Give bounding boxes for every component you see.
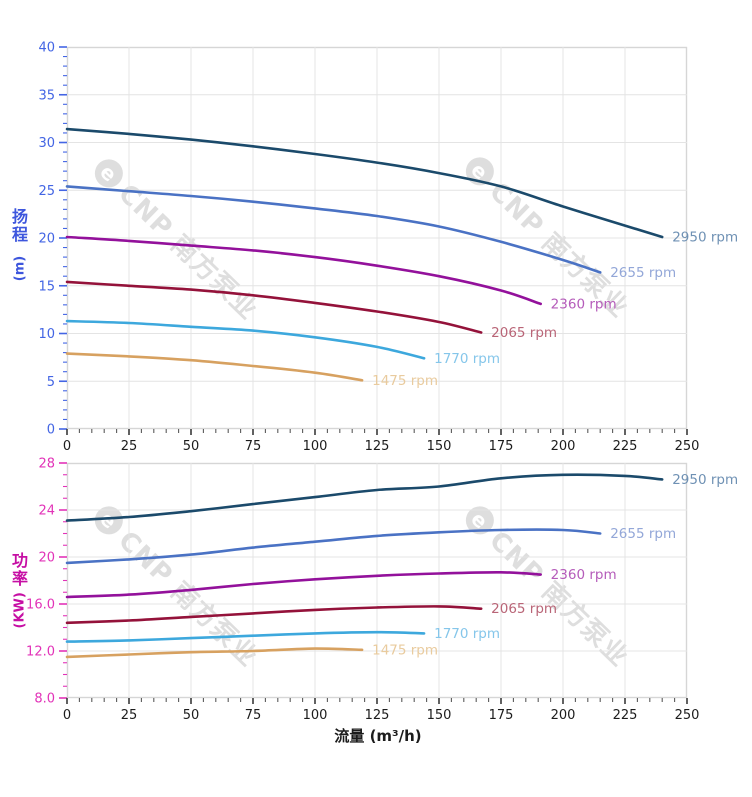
x-tick-label: 150 — [427, 708, 452, 723]
y-tick-label: 20 — [38, 232, 55, 247]
x-tick-label: 200 — [551, 708, 576, 723]
y-tick-label: 20 — [38, 551, 55, 566]
curve-2655-rpm-head-vs-flow — [65, 185, 602, 274]
curve-label-2065-rpm-power-vs-flow: 2065 rpm — [491, 601, 557, 617]
y-axis-title-power-unit: (KW) — [12, 592, 28, 629]
y-axis-title-head-char: 扬 — [11, 207, 28, 226]
curve-label-2360-rpm-power-vs-flow: 2360 rpm — [551, 567, 617, 583]
curve-2065-rpm-power-vs-flow — [65, 605, 483, 625]
y-tick-label: 25 — [38, 184, 55, 199]
curve-2065-rpm-head-vs-flow — [65, 280, 483, 334]
curve-label-1770-rpm-head-vs-flow: 1770 rpm — [434, 351, 500, 367]
x-axis-title: 流量 (m³/h) — [334, 727, 422, 745]
y-tick-label: 12.0 — [26, 645, 55, 660]
x-tick-label: 100 — [303, 439, 328, 454]
curve-label-2655-rpm-power-vs-flow: 2655 rpm — [610, 526, 676, 542]
curve-label-2950-rpm-head-vs-flow: 2950 rpm — [672, 230, 738, 246]
y-tick-label: 8.0 — [34, 692, 55, 707]
y-axis-title-power-char: 率 — [11, 569, 28, 588]
x-tick-label: 200 — [551, 439, 576, 454]
x-tick-label: 50 — [183, 439, 200, 454]
x-tick-label: 0 — [63, 708, 71, 723]
x-tick-label: 225 — [613, 708, 638, 723]
x-tick-label: 25 — [121, 708, 138, 723]
y-tick-label: 30 — [38, 136, 55, 151]
curve-label-2065-rpm-head-vs-flow: 2065 rpm — [491, 325, 557, 341]
x-tick-label: 175 — [489, 439, 514, 454]
x-tick-label: 125 — [365, 708, 390, 723]
x-tick-label: 25 — [121, 439, 138, 454]
curve-2360-rpm-head-vs-flow — [65, 235, 542, 306]
curve-1475-rpm-power-vs-flow — [65, 647, 364, 659]
y-tick-label: 5 — [47, 375, 55, 390]
y-axis-title-head-char: 程 — [11, 225, 28, 244]
curve-1770-rpm-power-vs-flow — [65, 630, 426, 643]
y-axis-title-head: 扬 程 (m) — [4, 207, 36, 282]
x-tick-label: 75 — [245, 708, 262, 723]
curve-2360-rpm-power-vs-flow — [65, 570, 542, 599]
y-tick-label: 35 — [38, 88, 55, 103]
curve-1770-rpm-head-vs-flow — [65, 319, 426, 360]
x-tick-label: 100 — [303, 708, 328, 723]
curve-label-1475-rpm-power-vs-flow: 1475 rpm — [372, 642, 438, 658]
y-axis-title-head-unit: (m) — [12, 255, 28, 282]
y-axis-title-power-char: 功 — [11, 551, 28, 570]
y-tick-label: 0 — [47, 423, 55, 438]
curve-2950-rpm-head-vs-flow — [65, 127, 664, 239]
curve-label-1475-rpm-head-vs-flow: 1475 rpm — [372, 373, 438, 389]
y-tick-label: 16.0 — [26, 598, 55, 613]
y-tick-label: 40 — [38, 41, 55, 56]
x-tick-label: 50 — [183, 708, 200, 723]
x-tick-label: 250 — [675, 708, 700, 723]
x-tick-label: 175 — [489, 708, 514, 723]
x-tick-label: 150 — [427, 439, 452, 454]
curve-1475-rpm-head-vs-flow — [65, 352, 364, 382]
x-tick-label: 75 — [245, 439, 262, 454]
y-tick-label: 24 — [38, 504, 55, 519]
curve-label-2655-rpm-head-vs-flow: 2655 rpm — [610, 265, 676, 281]
y-tick-label: 15 — [38, 279, 55, 294]
y-axis-title-power: 功 率 (KW) — [4, 551, 36, 629]
curve-label-2950-rpm-power-vs-flow: 2950 rpm — [672, 472, 738, 488]
y-tick-label: 10 — [38, 327, 55, 342]
x-tick-label: 250 — [675, 439, 700, 454]
curve-2655-rpm-power-vs-flow — [65, 528, 602, 565]
curve-label-1770-rpm-power-vs-flow: 1770 rpm — [434, 626, 500, 642]
y-tick-label: 28 — [38, 457, 55, 472]
curve-label-2360-rpm-head-vs-flow: 2360 rpm — [551, 296, 617, 312]
curve-2950-rpm-power-vs-flow — [65, 473, 664, 522]
x-tick-label: 0 — [63, 439, 71, 454]
x-tick-label: 125 — [365, 439, 390, 454]
x-tick-label: 225 — [613, 439, 638, 454]
